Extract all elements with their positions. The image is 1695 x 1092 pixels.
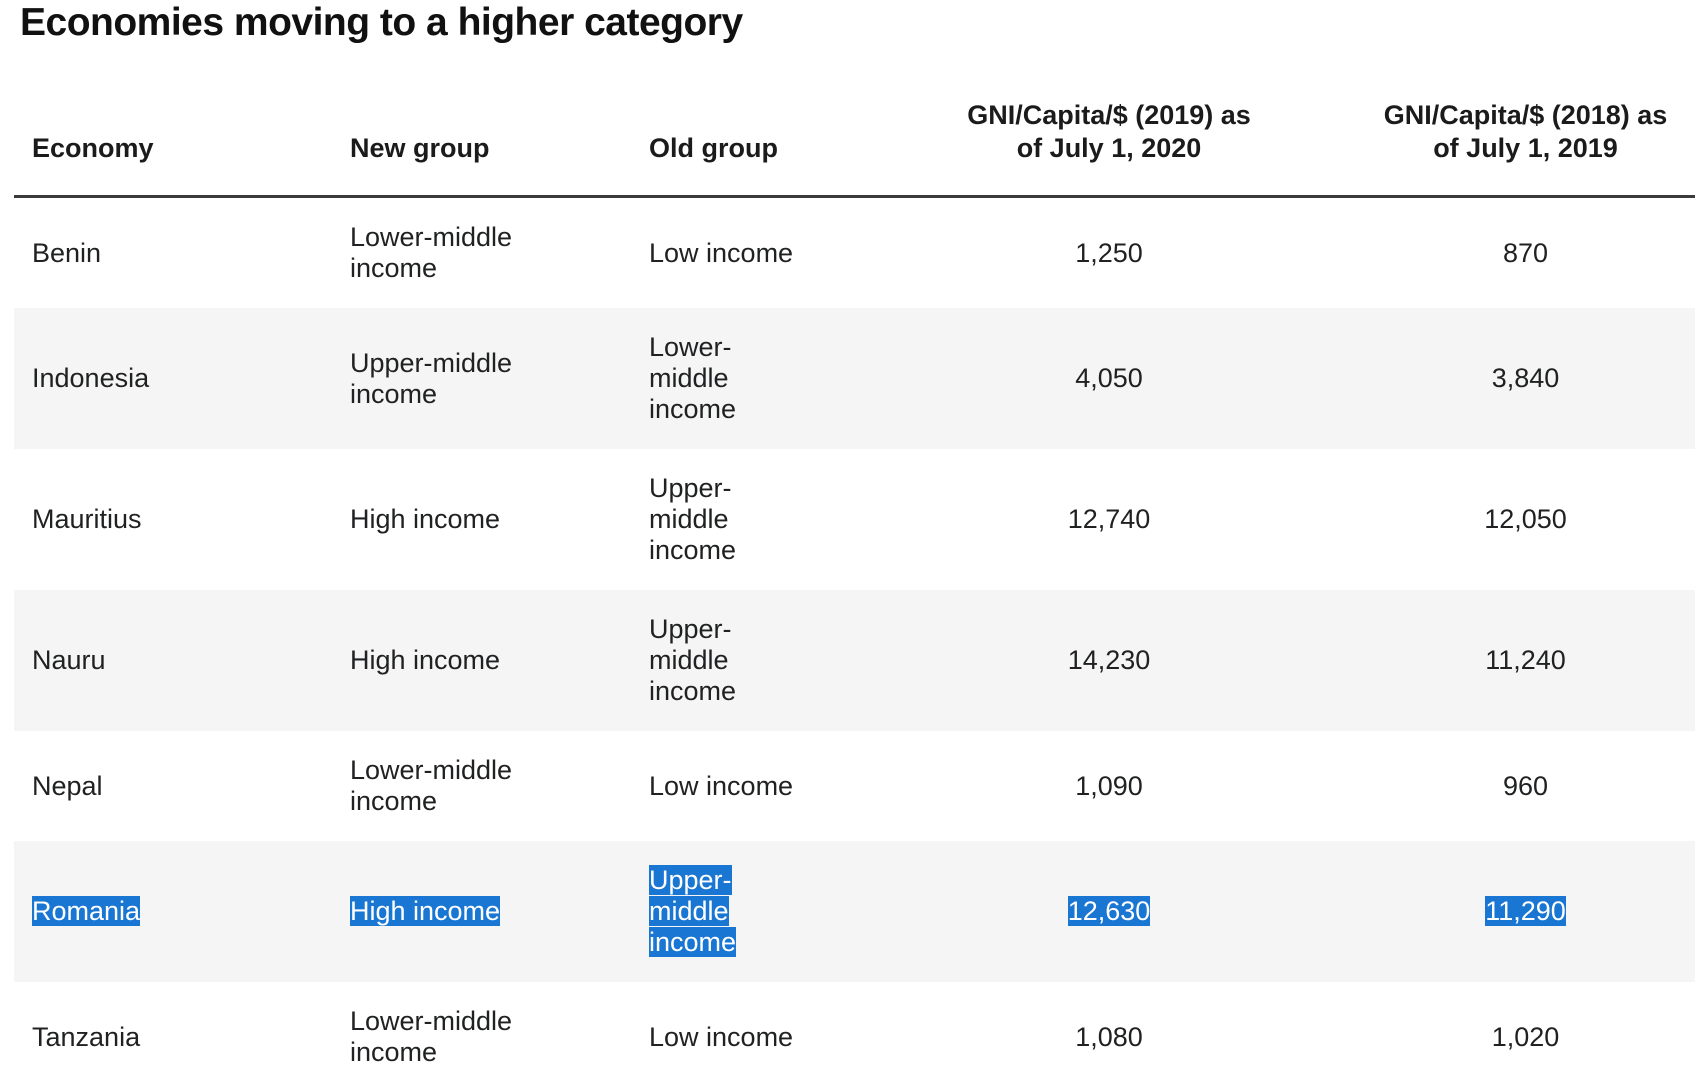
header-line: of July 1, 2019 [1356, 132, 1695, 165]
gni-2019-cell: 1,090 [862, 731, 1356, 841]
gni-2018-cell: 870 [1356, 197, 1695, 309]
economy-cell: Indonesia [14, 308, 332, 449]
economy-cell: Benin [14, 197, 332, 309]
table-body: Benin Lower-middle income Low income 1,2… [14, 197, 1695, 1092]
gni-2019-cell: 1,250 [862, 197, 1356, 309]
new-group-cell: Lower-middle income [332, 197, 631, 309]
economy-cell: Nepal [14, 731, 332, 841]
table-row-tanzania: Tanzania Lower-middle income Low income … [14, 982, 1695, 1092]
table-row-mauritius: Mauritius High income Upper-middle incom… [14, 449, 1695, 590]
column-header-gni-2019: GNI/Capita/$ (2019) as of July 1, 2020 [862, 71, 1356, 197]
selected-text: Romania [32, 896, 140, 926]
gni-2018-cell: 11,290 [1356, 841, 1695, 982]
gni-2019-cell: 1,080 [862, 982, 1356, 1092]
gni-2019-cell: 4,050 [862, 308, 1356, 449]
new-group-cell: High income [332, 590, 631, 731]
new-group-cell: High income [332, 449, 631, 590]
header-line: GNI/Capita/$ (2018) as [1356, 99, 1695, 132]
table-row-nauru: Nauru High income Upper-middle income 14… [14, 590, 1695, 731]
column-header-old-group: Old group [631, 71, 862, 197]
economy-cell: Tanzania [14, 982, 332, 1092]
gni-2018-cell: 960 [1356, 731, 1695, 841]
selected-text: Upper-middle income [649, 865, 736, 957]
gni-2018-cell: 1,020 [1356, 982, 1695, 1092]
old-group-cell: Upper-middle income [631, 841, 862, 982]
old-group-cell: Low income [631, 197, 862, 309]
gni-2018-cell: 3,840 [1356, 308, 1695, 449]
economy-cell: Mauritius [14, 449, 332, 590]
page-title: Economies moving to a higher category [20, 0, 1695, 45]
new-group-cell: Lower-middle income [332, 731, 631, 841]
selected-text: High income [350, 896, 500, 926]
old-group-cell: Low income [631, 731, 862, 841]
gni-2019-cell: 12,740 [862, 449, 1356, 590]
new-group-cell: Upper-middle income [332, 308, 631, 449]
column-header-economy: Economy [14, 71, 332, 197]
gni-2018-cell: 11,240 [1356, 590, 1695, 731]
header-row: Economy New group Old group GNI/Capita/$… [14, 71, 1695, 197]
old-group-cell: Upper-middle income [631, 449, 862, 590]
selected-text: 11,290 [1485, 896, 1566, 926]
new-group-cell: High income [332, 841, 631, 982]
new-group-cell: Lower-middle income [332, 982, 631, 1092]
selected-text: 12,630 [1068, 896, 1151, 926]
economy-cell: Nauru [14, 590, 332, 731]
table-row-benin: Benin Lower-middle income Low income 1,2… [14, 197, 1695, 309]
column-header-gni-2018: GNI/Capita/$ (2018) as of July 1, 2019 [1356, 71, 1695, 197]
economy-cell: Romania [14, 841, 332, 982]
table-row-romania-selected: Romania High income Upper-middle income … [14, 841, 1695, 982]
table-header: Economy New group Old group GNI/Capita/$… [14, 71, 1695, 197]
gni-2019-cell: 14,230 [862, 590, 1356, 731]
gni-2018-cell: 12,050 [1356, 449, 1695, 590]
old-group-cell: Upper-middle income [631, 590, 862, 731]
header-line: of July 1, 2020 [862, 132, 1356, 165]
old-group-cell: Low income [631, 982, 862, 1092]
column-header-new-group: New group [332, 71, 631, 197]
gni-2019-cell: 12,630 [862, 841, 1356, 982]
table-row-indonesia: Indonesia Upper-middle income Lower-midd… [14, 308, 1695, 449]
header-line: GNI/Capita/$ (2019) as [862, 99, 1356, 132]
table-row-nepal: Nepal Lower-middle income Low income 1,0… [14, 731, 1695, 841]
economies-table: Economy New group Old group GNI/Capita/$… [14, 71, 1695, 1092]
old-group-cell: Lower-middle income [631, 308, 862, 449]
